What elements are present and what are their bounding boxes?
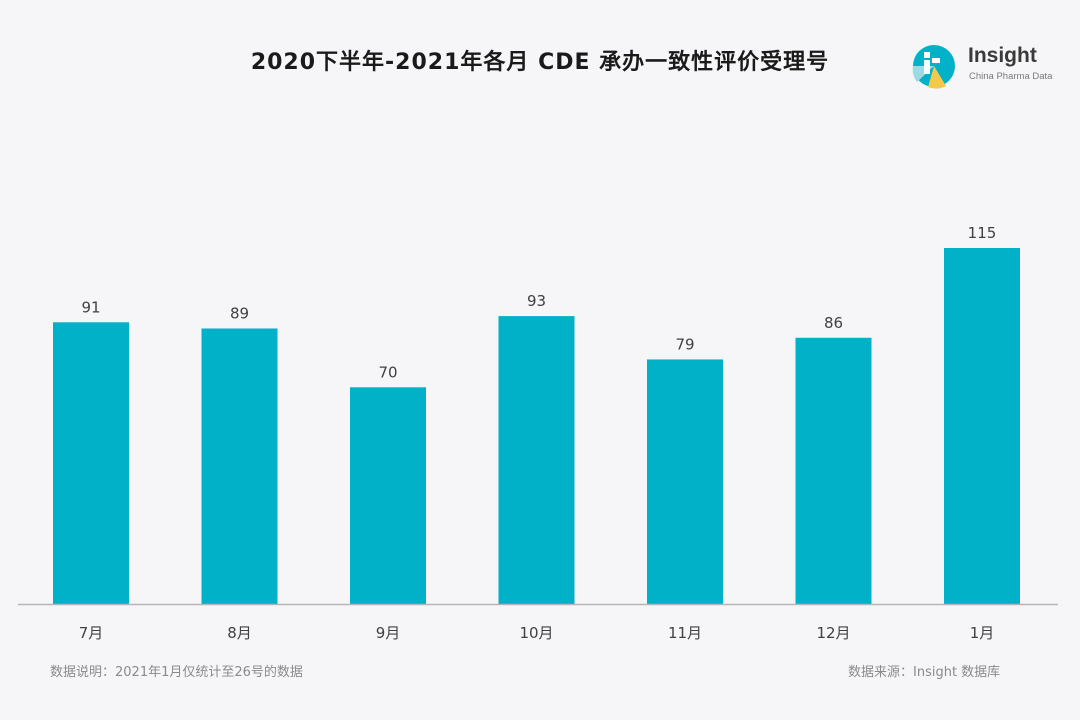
bar-0 [53, 322, 129, 604]
category-label-4: 11月 [668, 624, 702, 642]
bar-6 [944, 248, 1020, 604]
logo-name: Insight [968, 44, 1037, 67]
bar-1 [201, 328, 278, 604]
bar-4 [647, 359, 723, 604]
chart-title: 2020下半年-2021年各月 CDE 承办一致性评价受理号 [250, 50, 830, 75]
data-note: 数据说明：2021年1月仅统计至26号的数据 [50, 665, 303, 680]
value-label-0: 91 [81, 298, 100, 316]
value-label-1: 89 [230, 304, 249, 322]
bar-5 [795, 337, 872, 604]
insight-logo-icon [912, 45, 955, 89]
insight-logo: Insight China Pharma Data [912, 42, 1062, 90]
logo-subtitle: China Pharma Data [969, 71, 1053, 82]
value-label-4: 79 [675, 335, 694, 353]
category-label-0: 7月 [79, 624, 104, 642]
category-label-5: 12月 [816, 624, 850, 642]
category-label-2: 9月 [376, 624, 401, 642]
bar-3 [498, 316, 575, 604]
category-label-3: 10月 [519, 624, 553, 642]
category-label-1: 8月 [227, 624, 252, 642]
value-label-3: 93 [527, 292, 546, 310]
value-label-6: 115 [968, 224, 997, 242]
data-source: 数据来源：Insight 数据库 [848, 665, 1001, 680]
category-label-6: 1月 [970, 624, 995, 642]
value-label-5: 86 [824, 314, 843, 332]
value-label-2: 70 [378, 363, 397, 381]
bar-2 [350, 387, 426, 604]
